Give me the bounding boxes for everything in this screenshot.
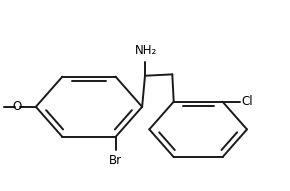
Text: Br: Br — [109, 154, 122, 167]
Text: O: O — [12, 100, 22, 113]
Text: Cl: Cl — [241, 95, 253, 108]
Text: NH₂: NH₂ — [135, 44, 157, 57]
